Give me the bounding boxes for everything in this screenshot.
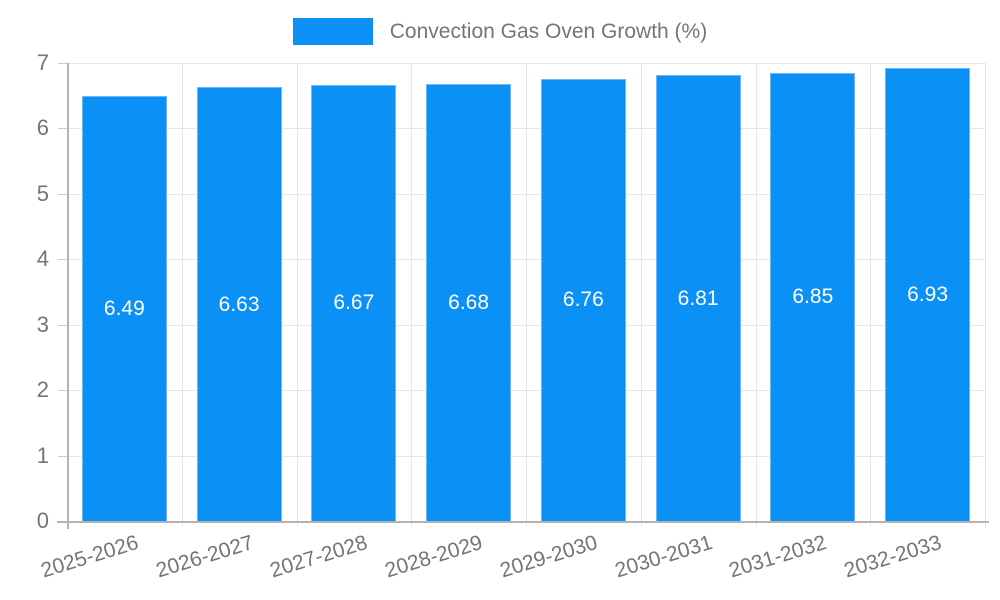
bar: 6.68 bbox=[426, 83, 512, 521]
bar-value-label: 6.85 bbox=[792, 285, 834, 309]
bar-value-label: 6.76 bbox=[562, 288, 604, 312]
y-tick-label: 1 bbox=[36, 442, 49, 468]
x-gridline bbox=[296, 63, 298, 527]
y-tick-mark bbox=[58, 259, 67, 261]
y-axis-line bbox=[67, 63, 69, 529]
legend-label: Convection Gas Oven Growth (%) bbox=[389, 19, 708, 43]
x-gridline bbox=[985, 63, 986, 527]
bar: 6.81 bbox=[655, 75, 741, 521]
x-tick-label: 2030-2031 bbox=[612, 531, 715, 583]
y-tick-label: 3 bbox=[36, 311, 49, 337]
bar: 6.76 bbox=[540, 78, 626, 521]
y-tick-label: 2 bbox=[36, 377, 49, 403]
y-tick-mark bbox=[58, 193, 67, 195]
bar-value-label: 6.93 bbox=[907, 282, 949, 306]
bar: 6.49 bbox=[81, 96, 167, 521]
y-tick-mark bbox=[58, 63, 67, 64]
y-tick-label: 0 bbox=[36, 508, 49, 533]
bar-value-label: 6.49 bbox=[103, 297, 145, 321]
y-tick-label: 5 bbox=[36, 180, 49, 206]
legend-swatch bbox=[292, 18, 373, 45]
x-gridline bbox=[640, 63, 642, 527]
plot-area: 0 1 2 3 4 5 6 7 6.49 2025-2026 6.63 2026-2027 6.67 20… bbox=[37, 50, 989, 582]
x-gridline bbox=[181, 63, 183, 527]
bar-value-label: 6.63 bbox=[218, 292, 260, 316]
y-tick-mark bbox=[58, 390, 67, 392]
x-tick-label: 2031-2032 bbox=[726, 531, 830, 583]
x-tick-label: 2027-2028 bbox=[267, 531, 371, 583]
x-gridline bbox=[755, 63, 757, 527]
x-tick-label: 2028-2029 bbox=[382, 531, 486, 583]
y-tick-label: 6 bbox=[36, 115, 49, 141]
y-tick-label: 4 bbox=[36, 246, 49, 272]
x-gridline bbox=[526, 63, 527, 527]
x-axis-line bbox=[57, 521, 989, 523]
legend: Convection Gas Oven Growth (%) bbox=[0, 18, 1000, 45]
y-tick-mark bbox=[58, 128, 67, 130]
x-tick-label: 2032-2033 bbox=[841, 531, 945, 583]
bar-value-label: 6.68 bbox=[448, 290, 490, 314]
bar-value-label: 6.81 bbox=[677, 286, 719, 310]
bar: 6.93 bbox=[885, 67, 971, 521]
x-tick-label: 2025-2026 bbox=[38, 531, 142, 583]
y-tick-label: 7 bbox=[36, 50, 49, 75]
bar: 6.67 bbox=[311, 84, 397, 521]
bar: 6.63 bbox=[196, 87, 282, 521]
x-tick-label: 2029-2030 bbox=[497, 531, 601, 583]
y-tick-mark bbox=[58, 455, 67, 457]
bar-value-label: 6.67 bbox=[333, 291, 375, 315]
bar: 6.85 bbox=[770, 72, 856, 521]
x-tick-label: 2026-2027 bbox=[153, 531, 256, 583]
x-gridline bbox=[870, 63, 872, 527]
x-gridline bbox=[411, 63, 413, 527]
y-tick-mark bbox=[58, 324, 67, 326]
